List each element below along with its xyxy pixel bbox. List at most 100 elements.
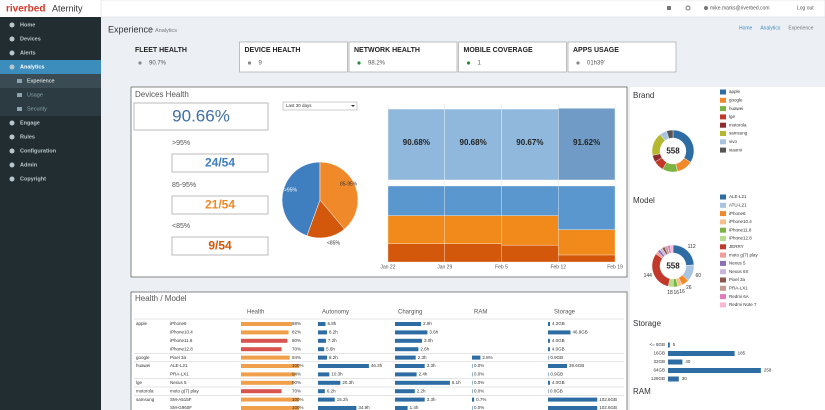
select-arrow [351,105,355,107]
health-bar [241,372,296,377]
autonomy-bar [318,406,357,410]
model-cell: iPhone12.8 [170,346,193,351]
submenu-item[interactable]: Experience [27,78,55,84]
autonomy-cell: 46.3h [371,363,383,368]
group-box [171,153,269,173]
legend-label: google [729,97,743,102]
submenu-item[interactable]: Usage [27,92,43,98]
menu-item[interactable]: Engage [20,120,40,126]
health-cell: 80% [292,338,301,343]
legend-label: Redmi 6A [729,294,749,299]
menu-item[interactable]: Copyright [20,176,46,182]
pie-slice [319,161,359,230]
legend-label: moto g(7) play [729,252,759,257]
pie-label: >95% [284,187,297,193]
active-submenu [0,74,101,88]
storage-value: 5 [673,342,676,347]
storage-category: 128GB [651,376,665,381]
charging-cell: 3.3h [427,397,436,402]
submenu-item[interactable]: Security [27,106,47,112]
pie-slice [306,199,345,239]
column-header: Health [247,310,264,316]
health-cell: 100% [292,397,304,402]
storage-bar [548,389,549,394]
storage-cell: 39.6GB [569,363,584,368]
stack-segment [444,215,502,244]
charging-cell: 3.6h [429,330,438,335]
column-header: RAM [474,310,487,316]
brand-cell: lge [136,380,143,385]
kpi-label: FLEET HEALTH [135,47,187,54]
autonomy-cell: 15.2h [337,397,349,402]
health-bar [241,364,299,368]
menu-icon [9,162,15,168]
legend-label: iPhone10.4 [729,219,752,224]
group-count: 9/54 [208,239,232,253]
ram-bar [472,397,475,402]
kpi-box [458,41,567,73]
logo-product: Aternity [52,3,83,13]
menu-item[interactable]: Alerts [20,50,36,56]
column-header: Charging [398,310,422,316]
health-bar-label: 90.68% [460,138,487,147]
charging-cell: 2.4h [419,372,428,377]
autonomy-cell: 8.2h [329,330,338,335]
health-cell: 70% [292,346,301,351]
logo-brand: riverbed [6,4,45,15]
group-label: <85% [172,223,190,230]
logout[interactable]: Log out [797,5,814,11]
storage-cell: 102.6GB [599,405,617,410]
autonomy-bar [318,347,325,352]
charging-cell: 2.6h [420,346,429,351]
breadcrumb[interactable]: Analytics [760,25,781,31]
legend-swatch [720,302,726,308]
user-email[interactable]: mike.marks@riverbed.com [710,5,770,11]
health-bar [241,330,289,335]
x-tick-label: Feb 5 [495,264,508,270]
storage-bar [548,355,549,360]
storage-bar [548,406,598,410]
storage-cell: 4.0GB [552,380,565,385]
health-bar [241,380,294,385]
menu-item[interactable]: Devices [20,36,41,42]
period-select[interactable] [282,101,358,111]
menu-item[interactable]: Rules [20,134,35,140]
charging-bar [395,389,415,394]
breadcrumb[interactable]: Home [739,25,753,31]
ram-cell: 0.0% [474,380,484,385]
user-icon [704,6,708,10]
model-cell: ALE-L21 [170,363,188,368]
menu-item[interactable]: Configuration [20,148,57,154]
menu-item[interactable]: Admin [20,162,38,168]
kpi-box [239,41,348,73]
legend-swatch [720,106,726,112]
charging-cell: 2.2h [417,388,426,393]
storage-cell: 0.9GB [550,355,563,360]
ram-bar [472,380,473,385]
menu-icon [9,22,15,28]
storage-cell: 0.0GB [550,388,563,393]
kpi-icon [247,61,252,65]
legend-swatch [720,89,726,95]
ram-bar [472,364,473,368]
health-bar [241,347,282,352]
legend-swatch [720,269,726,275]
x-tick-label: Jan 22 [380,264,395,270]
logo-area [0,0,101,17]
autonomy-bar [318,380,341,385]
settings-icon [685,5,691,11]
autonomy-bar [318,397,335,402]
page-subtitle: Analytics [155,28,177,34]
health-cell: 90% [292,380,301,385]
charging-bar [395,406,408,410]
storage-category: <= 8GB [649,342,665,347]
menu-item[interactable]: Analytics [20,64,44,70]
menu-item[interactable]: Home [20,22,35,28]
menu-icon [9,134,15,140]
health-bar [387,108,445,181]
health-bar [241,338,288,343]
legend-swatch [720,277,726,283]
menu-icon [9,36,15,42]
